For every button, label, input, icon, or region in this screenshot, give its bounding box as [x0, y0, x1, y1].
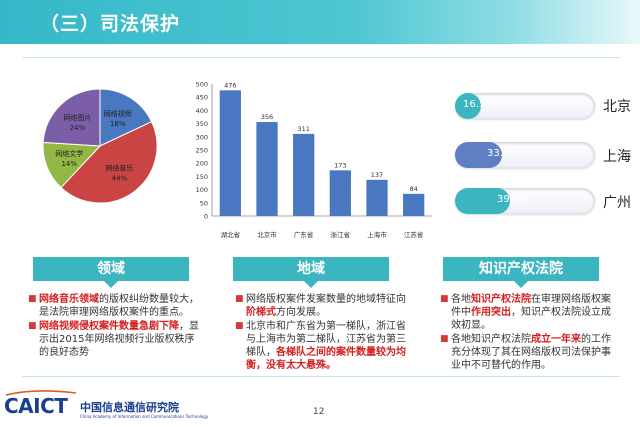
bullet-text: 的工作充分体现了其在网络版权司法保护事业中不可替代的作用。 — [451, 334, 611, 371]
bar — [366, 179, 388, 216]
highlight-text: 网络视频侵权案件数量急剧下降 — [39, 321, 179, 332]
page-number: 12 — [313, 407, 325, 417]
bar-value-label: 173 — [334, 161, 346, 169]
y-tick-label: 200 — [196, 160, 208, 168]
region-bullets: 网络版权案件发案数量的地域特征向阶梯式方向发展。 北京市和广东省为第一梯队，浙江… — [235, 293, 411, 373]
pie-slice-label: 网络文学 — [55, 149, 83, 158]
bar-chart: 0 50 100 150 200 250 300 350 400 450 500 476 湖北省 356 北… — [186, 76, 434, 248]
city-label-shanghai: 上海 — [603, 149, 631, 165]
y-tick-label: 400 — [196, 107, 208, 115]
footer-divider — [22, 376, 620, 377]
x-tick-label: 上海市 — [367, 230, 387, 239]
capsule-value: 33.5% — [487, 148, 519, 159]
pie-slice-label: 网络图片 — [63, 113, 91, 122]
page-title: （三）司法保护 — [40, 13, 181, 35]
bullet-text: 各地知识产权法院 — [451, 334, 531, 345]
x-tick-label: 浙江省 — [331, 230, 351, 239]
header-pointer — [304, 281, 318, 288]
x-tick-label: 北京市 — [257, 230, 277, 239]
x-tick-label: 广东省 — [294, 230, 314, 239]
y-tick-label: 350 — [196, 120, 208, 128]
city-label-beijing: 北京 — [603, 99, 631, 115]
highlight-text: 阶梯式 — [246, 307, 276, 318]
section-header-field: 领域 — [33, 257, 189, 281]
logo-swoosh-icon — [5, 390, 77, 396]
bar — [256, 122, 278, 216]
pie-chart: 网络视频 18% 网络音乐 44% 网络文学 14% 网络图片 24% — [34, 86, 184, 206]
pie-slice-percent: 24% — [70, 124, 86, 132]
y-tick-label: 0 — [204, 213, 208, 221]
y-tick-label: 500 — [196, 81, 208, 89]
bullet-item: 各地知识产权法院在审理网络版权案件中作用突出，知识产权法院设立成效初显。 — [440, 293, 620, 332]
bullet-item: 网络视频侵权案件数量急剧下降，显示出2015年网络视频行业版权秩序的良好态势 — [28, 320, 200, 359]
bar-value-label: 356 — [261, 113, 273, 121]
bar — [329, 170, 351, 216]
bullet-item: 网络版权案件发案数量的地域特征向阶梯式方向发展。 — [235, 293, 411, 319]
bar — [403, 193, 425, 216]
bullet-item: 网络音乐领域的版权纠纷数量较大，是法院审理网络版权案件的重点。 — [28, 293, 200, 319]
pie-slice-percent: 14% — [61, 160, 77, 168]
highlight-text: 各梯队之间的案件数量较为均衡，没有太大悬殊。 — [246, 347, 406, 371]
org-name-en: China Academy of Information and Communi… — [80, 414, 209, 419]
title-bar — [0, 0, 640, 44]
pie-slice-percent: 18% — [110, 120, 126, 128]
caict-logo: CAICT — [4, 394, 68, 418]
bullet-item: 北京市和广东省为第一梯队，浙江省与上海市为第二梯队，江苏省为第三梯队，各梯队之间… — [235, 320, 411, 372]
bullet-text: ，知识产权法院设立成效初显。 — [451, 307, 611, 331]
top-rule — [22, 57, 620, 58]
highlight-text: 知识产权法院 — [471, 294, 531, 305]
capsule-fill — [455, 93, 481, 119]
field-bullets: 网络音乐领域的版权纠纷数量较大，是法院审理网络版权案件的重点。 网络视频侵权案件… — [28, 293, 200, 360]
ip-court-bullets: 各地知识产权法院在审理网络版权案件中作用突出，知识产权法院设立成效初显。 各地知… — [440, 293, 620, 373]
capsule-value: 39.5% — [497, 194, 529, 205]
bullet-text: 网络版权案件发案数量的地域特征向 — [246, 294, 406, 305]
y-tick-label: 50 — [200, 199, 208, 207]
pie-slice-percent: 44% — [112, 175, 128, 183]
x-tick-label: 湖北省 — [221, 230, 241, 239]
pie-slice-label: 网络视频 — [104, 109, 132, 118]
bar-value-label: 476 — [224, 81, 236, 89]
header-pointer — [514, 281, 528, 288]
header-pointer — [104, 281, 118, 288]
pie-slice — [99, 88, 153, 147]
bar-value-label: 311 — [297, 125, 309, 133]
bullet-item: 各地知识产权法院成立一年来的工作充分体现了其在网络版权司法保护事业中不可替代的作… — [440, 333, 620, 372]
y-tick-label: 450 — [196, 94, 208, 102]
bullet-text: 方向发展。 — [276, 307, 326, 318]
highlight-text: 作用突出 — [471, 307, 511, 318]
bullet-text: 的版权纠纷数量较大，是法院审理网络版权案件的重点。 — [39, 294, 199, 318]
x-tick-label: 江苏省 — [404, 230, 424, 239]
y-tick-label: 100 — [196, 186, 208, 194]
org-name-cn: 中国信息通信研究院 — [80, 401, 179, 414]
capsule-fill — [455, 188, 511, 214]
bar-value-label: 137 — [371, 171, 383, 179]
pie-slice — [60, 121, 158, 204]
section-header-region: 地域 — [233, 257, 389, 281]
bullet-text: 北京市和广东省为第一梯队，浙江省与上海市为第二梯队，江苏省为第三梯队， — [246, 321, 406, 358]
capsule-value: 16.5% — [463, 99, 495, 110]
bar — [219, 90, 241, 216]
capsule-shanghai: 33.5% — [455, 142, 595, 168]
pie-slice-label: 网络音乐 — [105, 164, 133, 173]
bullet-text: 各地 — [451, 294, 471, 305]
bullet-text: ，显示出2015年网络视频行业版权秩序的良好态势 — [39, 321, 199, 358]
capsule-beijing: 16.5% — [455, 93, 595, 119]
y-tick-label: 150 — [196, 173, 208, 181]
y-tick-label: 300 — [196, 133, 208, 141]
capsule-guangzhou: 39.5% — [455, 188, 595, 214]
bar — [293, 133, 315, 216]
section-header-ip-court: 知识产权法院 — [443, 257, 599, 281]
bar-value-label: 84 — [410, 185, 418, 193]
highlight-text: 网络音乐领域 — [39, 294, 99, 305]
bullet-text: 在审理网络版权案件中 — [451, 294, 611, 318]
pie-slice — [42, 88, 101, 147]
y-tick-label: 250 — [196, 147, 208, 155]
city-label-guangzhou: 广州 — [603, 195, 631, 211]
capsule-fill — [455, 142, 502, 168]
highlight-text: 成立一年来 — [531, 334, 581, 345]
